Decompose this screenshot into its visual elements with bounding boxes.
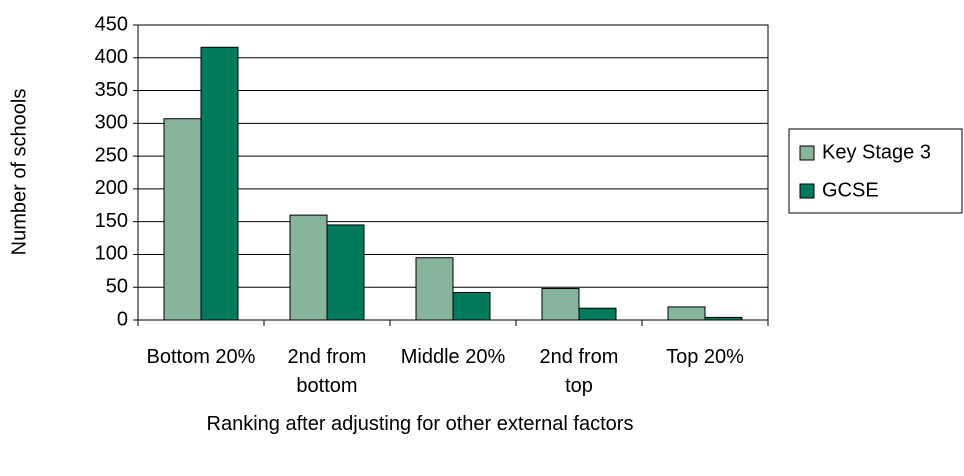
bar [578,307,617,321]
bar [415,257,454,321]
legend-swatch [799,183,815,199]
bar [667,306,706,321]
legend-box [788,128,963,214]
bar [704,316,743,321]
y-axis-title: Number of schools [8,89,30,256]
y-tick-label: 50 [106,276,128,298]
bar [541,288,580,321]
x-tick-label: Middle 20% [400,346,506,368]
y-tick-label: 200 [95,177,128,199]
y-tick-label: 0 [117,308,128,330]
legend-label: GCSE [822,179,879,201]
bar [452,291,491,321]
y-tick-label: 250 [95,144,128,166]
x-tick-label: 2nd from bottom [287,346,367,397]
bar [289,214,328,321]
legend-swatch [799,145,815,161]
x-axis-title: Ranking after adjusting for other extern… [206,413,634,435]
y-tick-label: 400 [95,46,128,68]
x-tick-label: 2nd from top [539,346,619,397]
legend-label: Key Stage 3 [822,141,931,163]
x-tick-label: Bottom 20% [146,346,256,368]
y-tick-label: 350 [95,79,128,101]
bar [326,224,365,321]
y-tick-label: 100 [95,243,128,265]
x-tick-label: Top 20% [666,346,744,368]
bar [163,118,202,321]
y-tick-label: 300 [95,112,128,134]
y-tick-label: 450 [95,13,128,35]
bar [200,46,239,321]
y-tick-label: 150 [95,210,128,232]
